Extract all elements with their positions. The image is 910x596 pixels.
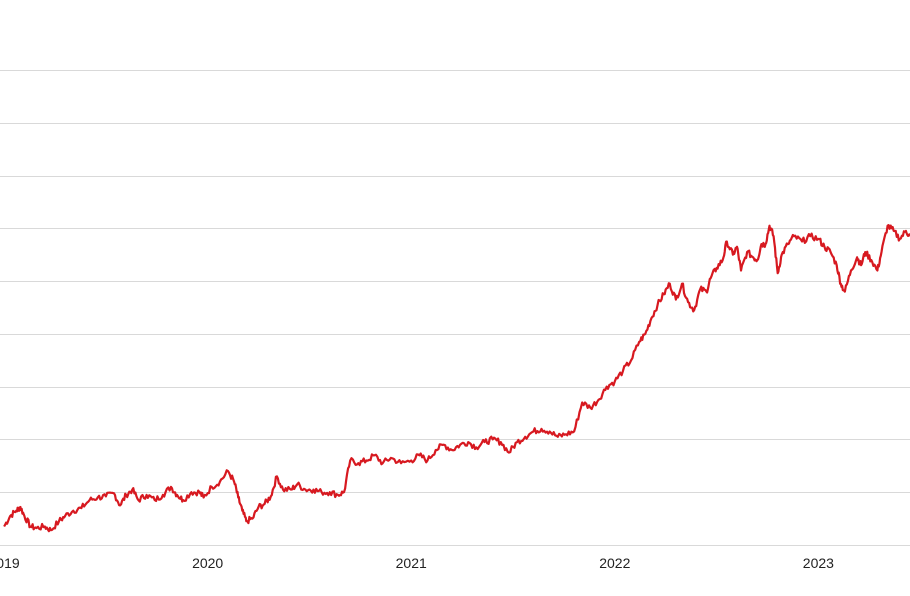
x-tick-label: 2022 [599,555,630,571]
series-line [3,224,910,533]
gridlines [0,70,910,546]
x-axis-labels: 2019 2020 2021 2022 2023 [0,555,834,571]
series-layer [3,224,910,533]
x-tick-label: 2021 [396,555,427,571]
x-tick-label: 2023 [803,555,834,571]
x-tick-label: 2019 [0,555,20,571]
x-tick-label: 2020 [192,555,223,571]
